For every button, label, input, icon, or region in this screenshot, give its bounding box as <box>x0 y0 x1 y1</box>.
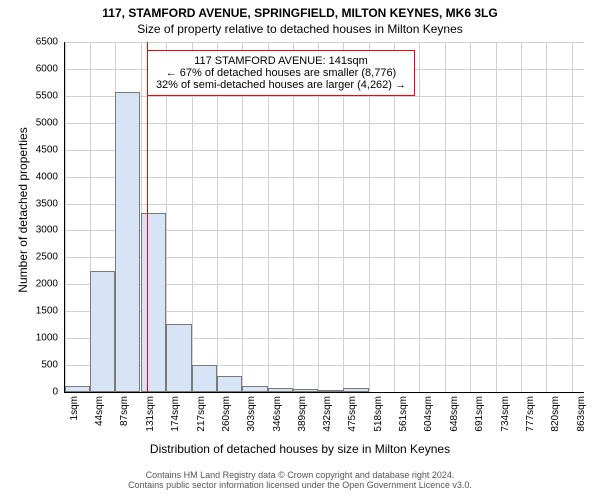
annotation-line-3: 32% of semi-detached houses are larger (… <box>156 79 406 91</box>
x-axis-label: Distribution of detached houses by size … <box>0 442 600 456</box>
ytick-label: 6500 <box>36 37 58 48</box>
footer-line-2: Contains public sector information licen… <box>0 480 600 490</box>
ytick-label: 3000 <box>36 225 58 236</box>
ytick-label: 1000 <box>36 333 58 344</box>
ytick-label: 5000 <box>36 117 58 128</box>
histogram-bar <box>268 388 293 392</box>
chart-title: 117, STAMFORD AVENUE, SPRINGFIELD, MILTO… <box>0 6 600 20</box>
gridline-v <box>445 42 446 392</box>
ytick-label: 2000 <box>36 279 58 290</box>
histogram-bar <box>293 389 318 392</box>
ytick-label: 0 <box>52 387 58 398</box>
xtick-label: 131sqm <box>145 396 156 432</box>
histogram-bar <box>343 388 368 392</box>
plot-area: 117 STAMFORD AVENUE: 141sqm← 67% of deta… <box>64 42 584 392</box>
histogram-bar <box>65 386 90 392</box>
xtick-label: 691sqm <box>474 396 485 432</box>
xtick-label: 863sqm <box>576 396 587 432</box>
histogram-bar <box>141 213 166 392</box>
ytick-label: 5500 <box>36 90 58 101</box>
figure: { "canvas": { "width": 600, "height": 50… <box>0 0 600 500</box>
xtick-label: 734sqm <box>500 396 511 432</box>
ytick-label: 4500 <box>36 144 58 155</box>
histogram-bar <box>115 92 140 392</box>
chart-subtitle: Size of property relative to detached ho… <box>0 22 600 36</box>
gridline-v <box>419 42 420 392</box>
xtick-label: 561sqm <box>398 396 409 432</box>
ytick-label: 2500 <box>36 252 58 263</box>
y-axis-label: Number of detached properties <box>16 40 30 380</box>
histogram-bar <box>192 365 217 392</box>
footer-line-1: Contains HM Land Registry data © Crown c… <box>0 470 600 480</box>
xtick-label: 260sqm <box>221 396 232 432</box>
xtick-label: 518sqm <box>373 396 384 432</box>
annotation-line-2: ← 67% of detached houses are smaller (8,… <box>156 67 406 79</box>
xtick-label: 475sqm <box>347 396 358 432</box>
xtick-label: 346sqm <box>272 396 283 432</box>
gridline-v <box>521 42 522 392</box>
gridline-v <box>496 42 497 392</box>
xtick-label: 1sqm <box>69 396 80 420</box>
xtick-label: 389sqm <box>297 396 308 432</box>
histogram-bar <box>166 324 191 392</box>
xtick-label: 777sqm <box>525 396 536 432</box>
ytick-label: 3500 <box>36 198 58 209</box>
xtick-label: 303sqm <box>246 396 257 432</box>
xtick-label: 432sqm <box>322 396 333 432</box>
gridline-v <box>572 42 573 392</box>
histogram-bar <box>318 390 343 392</box>
ytick-label: 1500 <box>36 306 58 317</box>
xtick-label: 604sqm <box>423 396 434 432</box>
ytick-label: 4000 <box>36 171 58 182</box>
histogram-bar <box>242 386 267 392</box>
xtick-label: 44sqm <box>94 396 105 426</box>
xtick-label: 87sqm <box>119 396 130 426</box>
ytick-label: 6000 <box>36 63 58 74</box>
xtick-label: 174sqm <box>170 396 181 432</box>
ytick-label: 500 <box>41 360 58 371</box>
annotation-box: 117 STAMFORD AVENUE: 141sqm← 67% of deta… <box>147 50 415 96</box>
histogram-bar <box>217 376 242 392</box>
axis-bottom <box>64 392 584 393</box>
gridline-v <box>470 42 471 392</box>
annotation-line-1: 117 STAMFORD AVENUE: 141sqm <box>156 55 406 67</box>
xtick-label: 217sqm <box>196 396 207 432</box>
axis-left <box>64 42 65 392</box>
xtick-label: 820sqm <box>550 396 561 432</box>
histogram-bar <box>90 271 115 392</box>
footer-credits: Contains HM Land Registry data © Crown c… <box>0 470 600 490</box>
gridline-v <box>546 42 547 392</box>
xtick-label: 648sqm <box>449 396 460 432</box>
